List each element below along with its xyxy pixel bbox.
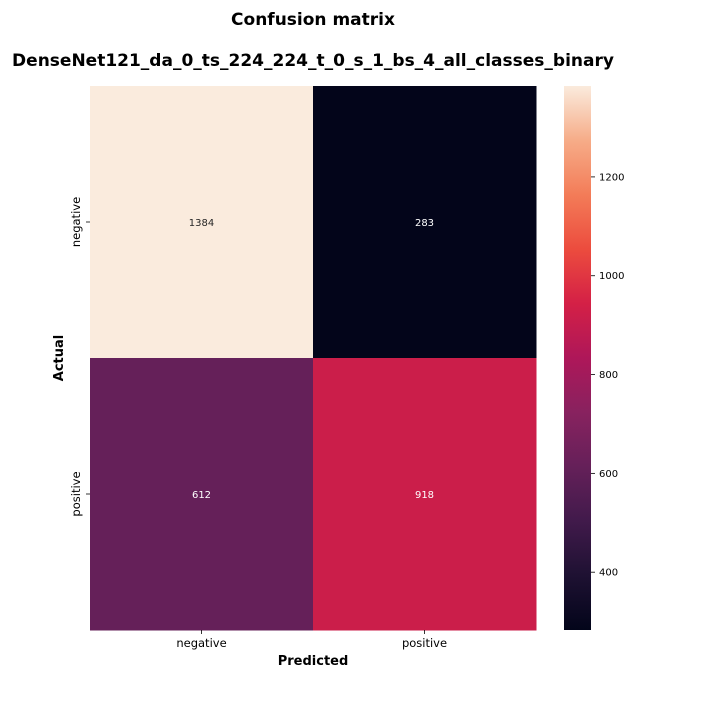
y-tick-label-negative: negative: [69, 197, 83, 247]
colorbar-tick-label: 1000: [599, 271, 624, 282]
x-tick-label-negative: negative: [176, 636, 226, 650]
heatmap-cell-positive-negative: [90, 358, 314, 631]
cell-value-label: 283: [415, 218, 434, 229]
colorbar-tick-label: 400: [599, 568, 618, 579]
cell-value-label: 1384: [189, 218, 214, 229]
chart-title: Confusion matrix: [231, 10, 395, 30]
colorbar-tick-label: 1200: [599, 172, 624, 183]
cell-value-label: 612: [192, 490, 211, 501]
x-tick-label-positive: positive: [402, 636, 447, 650]
cell-value-label: 918: [415, 490, 434, 501]
heatmap-cell-positive-positive: [313, 358, 537, 631]
y-tick-label-positive: positive: [69, 471, 83, 516]
colorbar-tick-label: 800: [599, 370, 618, 381]
heatmap-cell-labels: 1384 283 612 918: [189, 218, 434, 501]
y-axis-ticks: negative positive: [69, 197, 90, 517]
heatmap-cell-negative-negative: [90, 86, 314, 359]
colorbar-ticks: 400 600 800 1000 1200: [591, 172, 624, 579]
chart-subtitle: DenseNet121_da_0_ts_224_224_t_0_s_1_bs_4…: [12, 51, 614, 71]
x-axis-label: Predicted: [278, 654, 349, 669]
heatmap-cell-negative-positive: [313, 86, 537, 359]
y-axis-label: Actual: [52, 335, 67, 381]
x-axis-ticks: negative positive: [176, 630, 447, 650]
colorbar: [564, 86, 591, 630]
colorbar-tick-label: 600: [599, 469, 618, 480]
heatmap-cells: [90, 86, 537, 631]
